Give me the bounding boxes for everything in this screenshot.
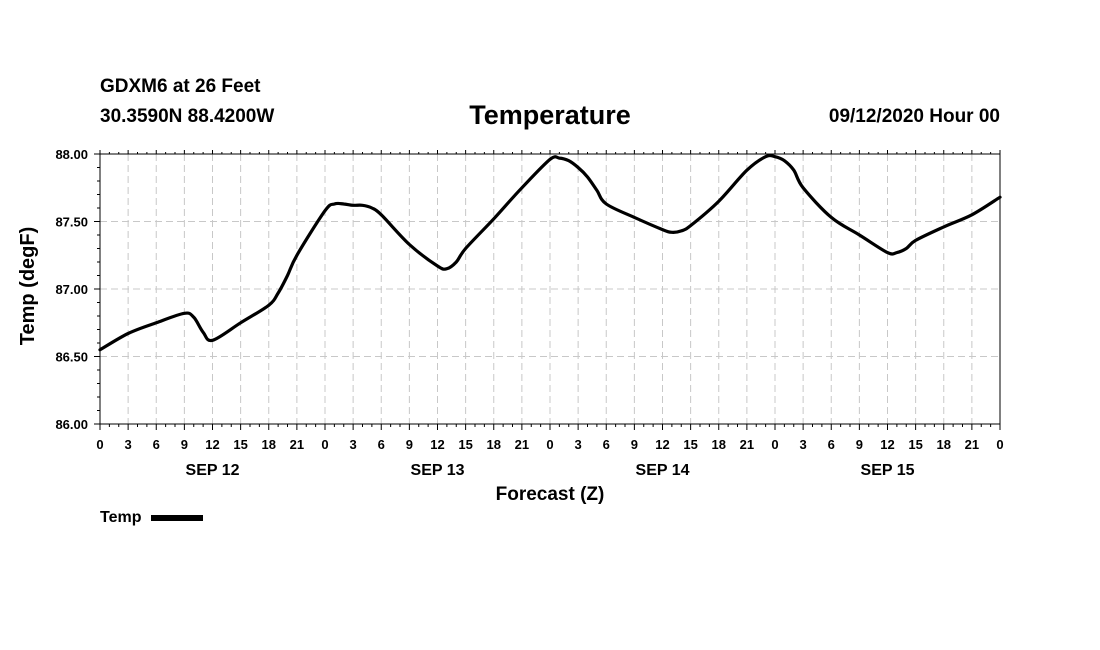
x-tick-label: 21 (965, 437, 979, 452)
x-tick-label: 0 (996, 437, 1003, 452)
x-tick-label: 12 (655, 437, 669, 452)
x-tick-label: 3 (350, 437, 357, 452)
x-day-label: SEP 15 (861, 462, 915, 479)
station-coordinates: 30.3590N 88.4200W (100, 106, 275, 127)
x-tick-label: 0 (546, 437, 553, 452)
x-tick-label: 21 (290, 437, 304, 452)
chart-title: Temperature (469, 100, 631, 130)
y-tick-label: 87.50 (55, 215, 88, 230)
x-tick-label: 0 (321, 437, 328, 452)
x-tick-label: 6 (153, 437, 160, 452)
x-tick-label: 9 (856, 437, 863, 452)
temp-series-line (98, 153, 1002, 352)
station-name: GDXM6 at 26 Feet (100, 76, 261, 97)
x-day-label: SEP 14 (636, 462, 690, 479)
x-tick-label: 3 (125, 437, 132, 452)
x-tick-label: 12 (880, 437, 894, 452)
x-tick-label: 0 (771, 437, 778, 452)
plot-frame (99, 153, 1001, 425)
x-tick-label: 6 (603, 437, 610, 452)
x-tick-label: 12 (430, 437, 444, 452)
y-tick-label: 86.00 (55, 417, 88, 432)
y-axis-title: Temp (degF) (17, 227, 39, 346)
chart-legend: Temp (100, 509, 204, 527)
x-tick-label: 15 (458, 437, 472, 452)
x-day-label: SEP 12 (186, 462, 240, 479)
x-tick-label: 0 (96, 437, 103, 452)
x-tick-label: 18 (487, 437, 501, 452)
x-tick-label: 12 (205, 437, 219, 452)
issue-time: 09/12/2020 Hour 00 (828, 106, 1000, 127)
x-tick-label: 15 (683, 437, 697, 452)
x-tick-label: 15 (233, 437, 247, 452)
x-day-label: SEP 13 (411, 462, 465, 479)
x-tick-label: 18 (937, 437, 951, 452)
x-tick-label: 3 (575, 437, 582, 452)
x-tick-label: 15 (908, 437, 922, 452)
legend-swatch-temp (151, 515, 204, 521)
y-tick-label: 87.00 (55, 282, 88, 297)
y-tick-label: 86.50 (55, 350, 88, 365)
x-tick-label: 21 (740, 437, 754, 452)
y-tick-label: 88.00 (55, 147, 88, 162)
x-tick-label: 9 (631, 437, 638, 452)
x-tick-label: 9 (181, 437, 188, 452)
x-tick-label: 3 (800, 437, 807, 452)
x-tick-label: 9 (406, 437, 413, 452)
x-axis-title: Forecast (Z) (496, 484, 605, 505)
legend-label-temp: Temp (100, 509, 142, 526)
x-tick-label: 18 (712, 437, 726, 452)
x-tick-label: 18 (262, 437, 276, 452)
x-tick-label: 21 (515, 437, 529, 452)
x-tick-label: 6 (828, 437, 835, 452)
x-tick-label: 6 (378, 437, 385, 452)
